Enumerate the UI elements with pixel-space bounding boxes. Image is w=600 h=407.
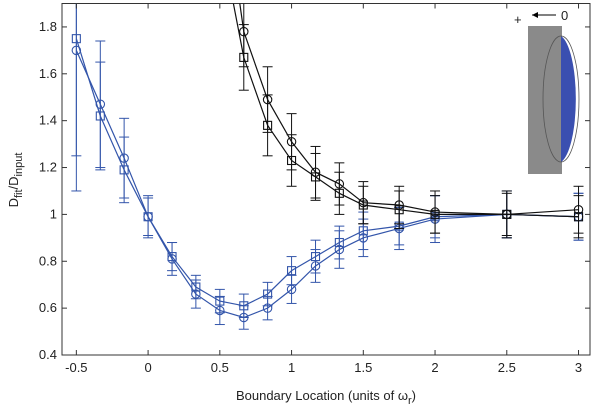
error-bar — [262, 94, 273, 157]
inset-zero: 0 — [561, 8, 568, 23]
y-tick-label: 0.6 — [39, 300, 57, 315]
error-bar — [501, 192, 512, 236]
x-axis-label: Boundary Location (units of ωr) — [236, 388, 416, 407]
y-tick-label: 1.2 — [39, 160, 57, 175]
marker — [263, 289, 273, 299]
marker — [394, 205, 404, 215]
series-line — [232, 3, 579, 218]
y-tick-label: 1.6 — [39, 66, 57, 81]
marker — [310, 172, 321, 182]
error-bar — [95, 61, 106, 171]
label-part: ) — [412, 388, 416, 403]
marker — [239, 301, 249, 311]
error-bar — [71, 3, 82, 157]
y-tick-label: 0.8 — [39, 253, 57, 268]
x-tick-label: -0.5 — [65, 360, 87, 375]
label-part: Boundary Location (units of ω — [236, 388, 408, 403]
error-bar — [573, 195, 584, 239]
y-tick-label: 1.4 — [39, 113, 57, 128]
x-tick-label: 0 — [144, 360, 151, 375]
marker — [358, 200, 368, 210]
error-bar — [394, 190, 405, 229]
x-tick-label: 1 — [288, 360, 295, 375]
label-part: input — [13, 153, 25, 177]
x-tick-label: 1.5 — [354, 360, 372, 375]
marker — [143, 212, 153, 222]
error-bar — [119, 136, 130, 204]
marker — [310, 252, 321, 262]
error-bar — [334, 225, 345, 260]
y-tick-label: 1 — [50, 206, 57, 221]
y-axis-label: Dfit/Dinput — [6, 153, 25, 208]
x-tick-label: 2 — [431, 360, 438, 375]
series-line — [75, 38, 579, 307]
marker — [239, 52, 249, 62]
marker — [573, 212, 584, 222]
error-bar — [262, 281, 273, 307]
error-bar — [334, 171, 345, 215]
marker — [191, 282, 201, 292]
marker — [263, 120, 273, 130]
y-tick-label: 1.8 — [39, 19, 57, 34]
marker — [358, 226, 368, 236]
inset-half-ellipse — [561, 36, 576, 162]
series-line — [239, 3, 579, 216]
marker — [119, 165, 129, 175]
marker — [334, 188, 344, 198]
error-bar — [286, 134, 297, 187]
error-bar — [310, 239, 321, 274]
inset-outline — [542, 35, 580, 163]
x-tick-label: 2.5 — [498, 360, 516, 375]
marker — [167, 252, 177, 262]
marker — [215, 296, 225, 306]
error-bar — [190, 274, 201, 300]
error-bar — [238, 293, 249, 319]
y-tick-label: 0.4 — [39, 347, 57, 362]
error-bar — [214, 288, 225, 314]
plot-frame — [61, 3, 591, 356]
marker — [334, 237, 344, 248]
x-tick-label: 0.5 — [211, 360, 229, 375]
error-bar — [143, 197, 154, 236]
marker — [430, 209, 440, 219]
inset-plus: + — [514, 12, 522, 27]
series-line — [75, 50, 579, 319]
inset-arrowhead — [532, 12, 538, 18]
inset-diagram: + 0 — [514, 8, 580, 174]
error-bar — [286, 256, 297, 286]
marker — [502, 209, 512, 219]
inset-block — [528, 26, 562, 174]
marker — [287, 155, 297, 166]
error-bar — [310, 152, 321, 201]
label-part: /D — [6, 176, 21, 189]
marker — [287, 266, 297, 276]
label-part: r — [408, 395, 412, 407]
label-part: D — [6, 198, 21, 207]
marker — [95, 111, 105, 121]
marker — [71, 34, 81, 44]
x-tick-label: 3 — [575, 360, 582, 375]
plot-area — [71, 3, 584, 330]
error-bar — [238, 24, 249, 91]
error-bar — [358, 185, 369, 225]
error-bar — [167, 242, 178, 272]
label-part: fit — [13, 189, 25, 198]
error-bar — [430, 195, 441, 234]
